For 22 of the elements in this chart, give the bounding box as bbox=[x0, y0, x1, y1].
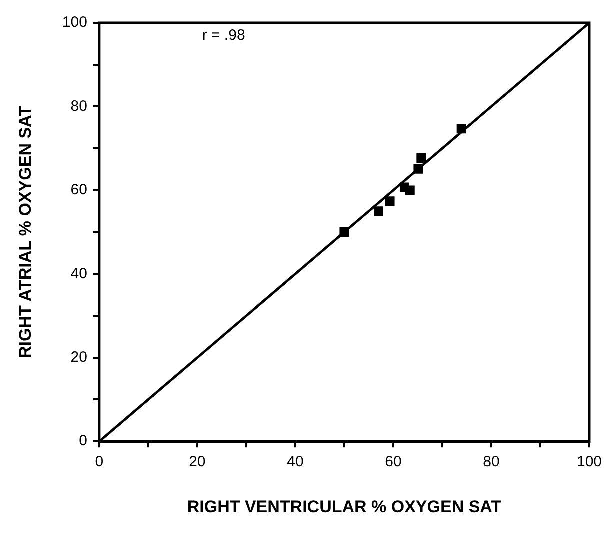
y-axis-title: RIGHT ATRIAL % OXYGEN SAT bbox=[16, 105, 35, 359]
y-tick-label: 60 bbox=[70, 182, 88, 199]
y-tick-label: 100 bbox=[62, 14, 88, 32]
annotation: r = .98 bbox=[202, 27, 246, 44]
x-axis-title: RIGHT VENTRICULAR % OXYGEN SAT bbox=[187, 497, 502, 516]
x-tick-label: 40 bbox=[287, 454, 304, 471]
point bbox=[374, 206, 384, 216]
y-tick-label: 40 bbox=[70, 265, 88, 282]
x-tick-label: 20 bbox=[189, 454, 206, 471]
y-tick-label: 0 bbox=[79, 432, 88, 450]
x-tick-label: 100 bbox=[576, 454, 602, 471]
point bbox=[340, 228, 350, 238]
x-tick-label: 0 bbox=[95, 454, 104, 471]
point bbox=[416, 153, 426, 163]
point bbox=[456, 124, 466, 134]
point bbox=[405, 186, 415, 196]
point bbox=[385, 196, 395, 206]
x-tick-label: 60 bbox=[385, 454, 402, 471]
y-tick-label: 80 bbox=[70, 98, 88, 115]
point bbox=[414, 164, 424, 174]
y-tick-label: 20 bbox=[70, 349, 88, 366]
x-tick-label: 80 bbox=[483, 454, 500, 471]
